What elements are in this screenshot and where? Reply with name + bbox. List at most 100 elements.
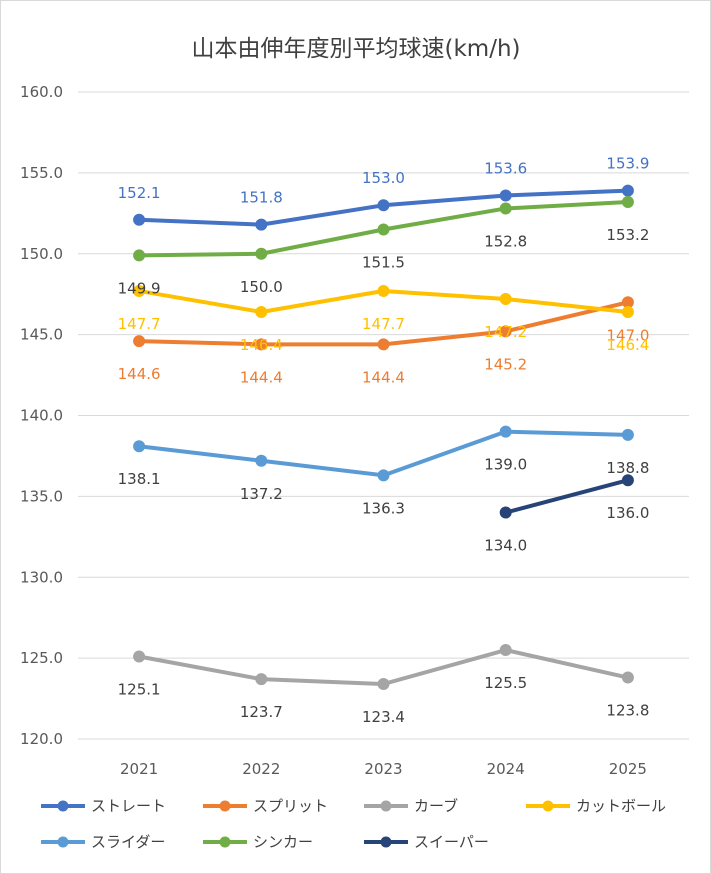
legend-swatch-marker (57, 836, 69, 848)
series-line (137, 429, 630, 478)
y-tick-label: 120.0 (20, 730, 63, 748)
y-tick-label: 135.0 (20, 487, 63, 505)
data-label: 152.1 (118, 184, 161, 202)
legend-label: シンカー (253, 833, 313, 851)
data-point (255, 218, 268, 231)
legend-swatch-marker (380, 836, 392, 848)
data-label: 144.4 (240, 368, 283, 386)
y-tick-label: 160.0 (20, 83, 63, 101)
data-label: 150.0 (240, 278, 283, 296)
data-label: 125.5 (484, 674, 527, 692)
y-tick-label: 155.0 (20, 164, 63, 182)
data-point (499, 202, 512, 215)
legend-item: シンカー (203, 833, 313, 851)
data-label: 151.8 (240, 189, 283, 207)
gridlines (78, 91, 689, 740)
data-label: 145.2 (484, 355, 527, 373)
data-point (377, 223, 390, 236)
legend-swatch-marker (380, 800, 392, 812)
data-label: 138.1 (118, 470, 161, 488)
data-point (499, 293, 512, 306)
data-point (133, 213, 146, 226)
x-tick-label: 2024 (487, 760, 525, 778)
data-label: 152.8 (484, 232, 527, 250)
data-label: 123.7 (240, 703, 283, 721)
data-point (255, 454, 268, 467)
legend-item: カーブ (364, 797, 458, 815)
data-label: 153.2 (606, 226, 649, 244)
data-point (377, 469, 390, 482)
data-point (499, 189, 512, 202)
data-label: 136.0 (606, 504, 649, 522)
data-label: 153.0 (362, 169, 405, 187)
data-point (621, 184, 634, 197)
data-label: 134.0 (484, 537, 527, 555)
data-label: 137.2 (240, 485, 283, 503)
legend-label: スライダー (91, 833, 165, 851)
legend-swatch-marker (219, 836, 231, 848)
y-tick-label: 150.0 (20, 245, 63, 263)
data-point (621, 195, 634, 208)
data-label: 149.9 (118, 279, 161, 297)
data-label: 153.9 (606, 155, 649, 173)
data-point (621, 671, 634, 684)
legend-item: スライダー (41, 833, 165, 851)
data-label: 136.3 (362, 499, 405, 517)
data-point (621, 428, 634, 441)
legend-item: スイーパー (364, 833, 489, 851)
legend-label: スプリット (253, 797, 328, 815)
data-label: 151.5 (362, 253, 405, 271)
data-label: 144.4 (362, 368, 405, 386)
data-point (255, 673, 268, 686)
data-point (255, 247, 268, 260)
data-point (499, 425, 512, 438)
x-tick-label: 2022 (242, 760, 280, 778)
data-point (377, 199, 390, 212)
data-point (377, 338, 390, 351)
data-point (499, 644, 512, 657)
legend-swatch-marker (219, 800, 231, 812)
data-label: 146.4 (240, 336, 283, 354)
legend-item: カットボール (526, 797, 666, 815)
y-tick-label: 130.0 (20, 568, 63, 586)
data-point (133, 249, 146, 262)
legend-item: ストレート (41, 797, 166, 815)
data-label: 144.6 (118, 365, 161, 383)
legend-item: スプリット (203, 797, 328, 815)
data-point (621, 305, 634, 318)
data-label: 123.4 (362, 708, 405, 726)
data-label: 147.7 (362, 315, 405, 333)
data-label: 138.8 (606, 459, 649, 477)
data-labels: 152.1 151.8 153.0 153.6 153.9 144.6 144.4 144.4… (118, 155, 650, 726)
data-label: 125.1 (118, 681, 161, 699)
data-label: 146.4 (606, 336, 649, 354)
series-points (133, 184, 634, 691)
data-point (133, 335, 146, 348)
data-point (255, 338, 268, 351)
data-label: 139.0 (484, 456, 527, 474)
legend-label: スイーパー (414, 833, 489, 851)
data-point (133, 440, 146, 453)
legend-swatch-marker (542, 800, 554, 812)
data-label: 147.2 (484, 323, 527, 341)
legend-swatch-marker (57, 800, 69, 812)
data-label: 147.7 (118, 315, 161, 333)
data-point (377, 284, 390, 297)
y-tick-label: 145.0 (20, 326, 63, 344)
data-label: 153.6 (484, 160, 527, 178)
legend-label: カットボール (576, 797, 666, 815)
x-tick-label: 2023 (364, 760, 402, 778)
x-axis-ticks: 2021 2022 2023 2024 2025 (120, 760, 647, 778)
data-point (133, 284, 146, 297)
y-tick-label: 125.0 (20, 649, 63, 667)
data-point (255, 305, 268, 318)
data-point (621, 474, 634, 487)
y-axis-ticks: 120.0 125.0 130.0 135.0 140.0 145.0 150.0 155.0… (20, 83, 63, 748)
data-point (499, 325, 512, 338)
chart-title: 山本由伸年度別平均球速(km/h) (192, 36, 521, 62)
series-line (503, 478, 630, 515)
x-tick-label: 2021 (120, 760, 158, 778)
data-label: 147.0 (606, 326, 649, 344)
